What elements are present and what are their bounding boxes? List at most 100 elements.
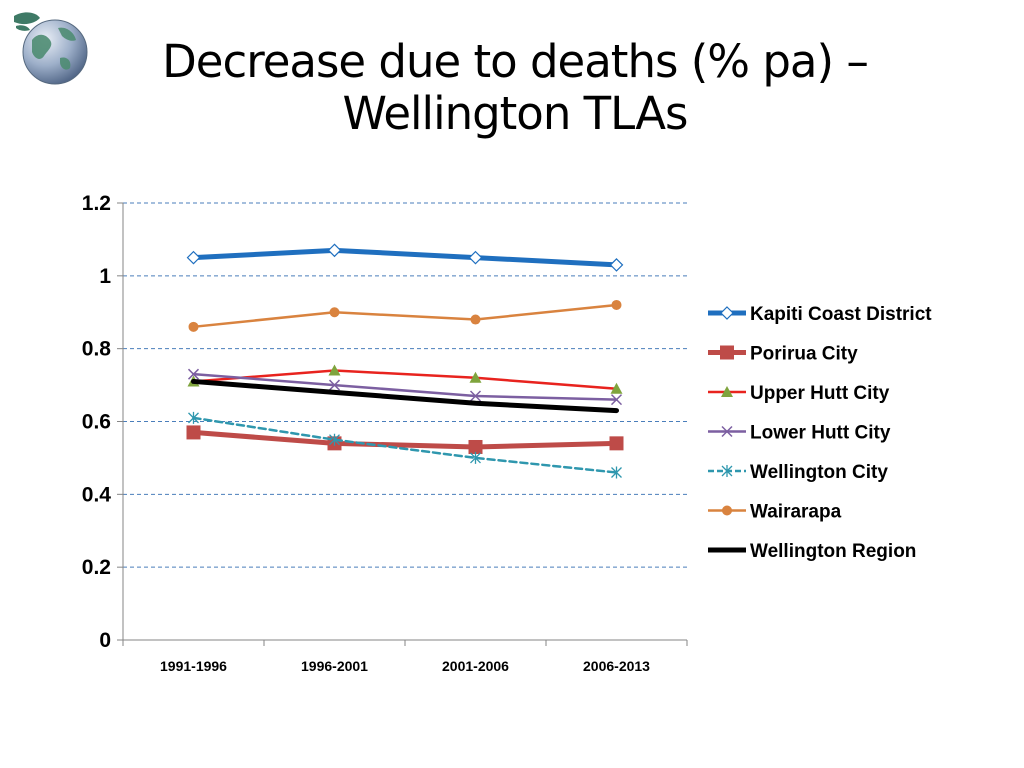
- data-point: [721, 465, 733, 477]
- data-point: [329, 433, 340, 446]
- diamond-marker: [609, 258, 624, 272]
- legend-item: Wellington City: [708, 462, 888, 483]
- circle-marker: [611, 299, 622, 310]
- legend: Kapiti Coast District Porirua City Upper H…: [708, 304, 932, 562]
- circle-marker: [722, 505, 732, 516]
- data-point: [468, 439, 483, 454]
- circle-marker: [329, 307, 340, 318]
- diamond-marker: [468, 250, 483, 265]
- y-tick-label: 0: [99, 629, 111, 652]
- square-marker: [186, 425, 201, 440]
- series-wellington-city: [188, 411, 622, 479]
- x-tick-label: 2006-2013: [583, 658, 650, 674]
- star-marker: [188, 411, 199, 424]
- legend-item: Upper Hutt City: [708, 383, 890, 404]
- data-point: [187, 368, 200, 380]
- gridlines: [123, 202, 687, 568]
- square-marker: [720, 345, 734, 360]
- series-group: [186, 243, 624, 479]
- legend-label: Lower Hutt City: [750, 423, 891, 444]
- y-tick-label: 0.4: [82, 483, 112, 506]
- data-point: [468, 250, 483, 265]
- axes: 0 0.2 0.4 0.6 0.8 1 1.2 1991-1996 1996-2001 2001-…: [82, 192, 688, 674]
- slide-title-line-2: Wellington TLAs: [342, 87, 689, 140]
- legend-label: Kapiti Coast District: [750, 304, 932, 325]
- x-marker: [721, 425, 733, 438]
- triangle-marker: [721, 386, 733, 397]
- data-point: [610, 382, 623, 394]
- data-point: [186, 250, 201, 265]
- data-point: [327, 243, 342, 258]
- legend-label: Porirua City: [750, 344, 858, 365]
- star-marker: [611, 466, 622, 479]
- data-point: [469, 371, 482, 383]
- data-point: [188, 321, 199, 332]
- series-upper-hutt-city: [187, 364, 623, 394]
- slide-title-line-1: Decrease due to deaths (% pa) –: [162, 35, 869, 88]
- triangle-marker: [328, 364, 341, 376]
- y-tick-label: 1: [99, 265, 111, 288]
- star-marker: [721, 465, 733, 477]
- data-point: [470, 451, 481, 464]
- x-tick-label: 2001-2006: [442, 658, 509, 674]
- x-marker: [328, 379, 341, 391]
- data-point: [470, 314, 481, 325]
- circle-marker: [188, 321, 199, 332]
- legend-label: Wairarapa: [750, 502, 842, 523]
- data-point: [328, 379, 341, 391]
- data-point: [188, 411, 199, 424]
- star-marker: [470, 451, 481, 464]
- data-point: [721, 386, 733, 397]
- slide-title: Decrease due to deaths (% pa) – Wellingt…: [100, 36, 930, 140]
- data-point: [610, 394, 623, 406]
- triangle-marker: [610, 382, 623, 394]
- series-line: [191, 429, 619, 450]
- legend-item: Wairarapa: [708, 502, 842, 523]
- series-line: [192, 372, 618, 401]
- data-point: [329, 307, 340, 318]
- data-point: [609, 436, 624, 451]
- square-marker: [468, 439, 483, 454]
- y-tick-label: 0.6: [82, 411, 111, 434]
- legend-item: Wellington Region: [708, 541, 916, 562]
- series-wairarapa: [188, 299, 622, 332]
- x-tick-label: 1991-1996: [160, 658, 227, 674]
- diamond-marker: [720, 306, 734, 320]
- triangle-marker: [469, 371, 482, 383]
- legend-item: Kapiti Coast District: [708, 304, 932, 325]
- series-wellington-region: [191, 378, 619, 414]
- diamond-marker: [327, 243, 342, 258]
- series-kapiti-coast-district: [186, 243, 624, 272]
- x-marker: [469, 390, 482, 402]
- circle-marker: [470, 314, 481, 325]
- series-line: [192, 369, 618, 390]
- legend-label: Wellington City: [750, 462, 888, 483]
- y-tick-label: 0.8: [82, 338, 112, 361]
- star-marker: [329, 433, 340, 446]
- legend-item: Lower Hutt City: [708, 423, 891, 444]
- series-line: [192, 416, 618, 474]
- series-line: [191, 247, 619, 268]
- legend-label: Upper Hutt City: [750, 383, 890, 404]
- y-tick-label: 1.2: [82, 192, 111, 215]
- data-point: [720, 345, 734, 360]
- series-line: [192, 303, 618, 329]
- x-marker: [610, 394, 623, 406]
- diamond-marker: [186, 250, 201, 265]
- data-point: [720, 306, 734, 320]
- legend-label: Wellington Region: [750, 541, 916, 562]
- series-line: [191, 378, 619, 414]
- data-point: [609, 258, 624, 272]
- data-point: [611, 299, 622, 310]
- data-point: [186, 425, 201, 440]
- data-point: [721, 425, 733, 438]
- x-tick-label: 1996-2001: [301, 658, 368, 674]
- globe-icon: [14, 12, 88, 85]
- x-marker: [187, 368, 200, 380]
- data-point: [328, 364, 341, 376]
- square-marker: [609, 436, 624, 451]
- data-point: [611, 466, 622, 479]
- y-tick-label: 0.2: [82, 556, 111, 579]
- data-point: [722, 505, 732, 516]
